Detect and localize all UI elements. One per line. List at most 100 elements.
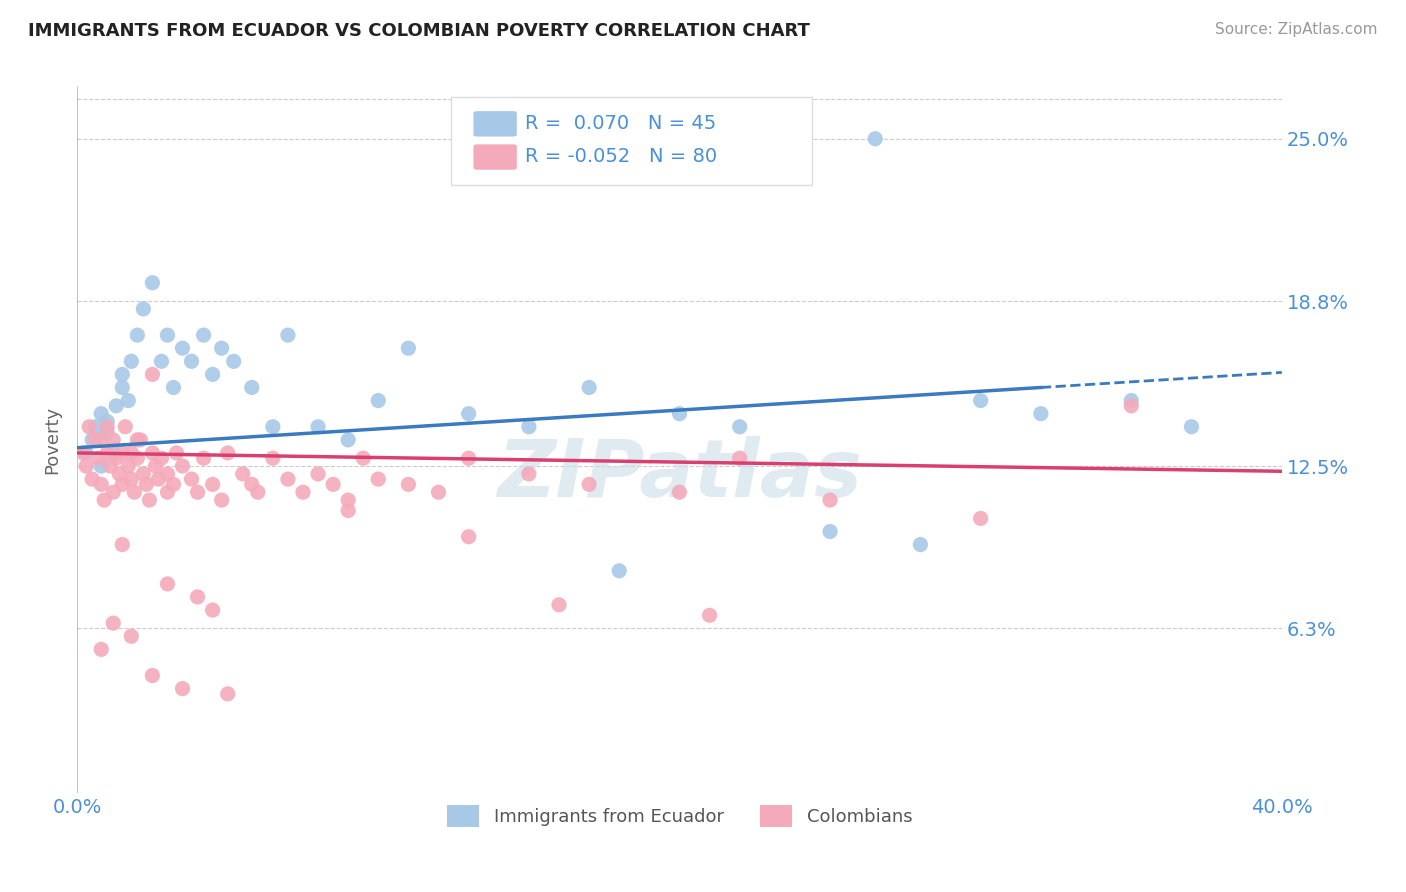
Text: R =  0.070   N = 45: R = 0.070 N = 45 <box>526 113 717 133</box>
Point <box>150 354 173 368</box>
Point <box>232 467 254 481</box>
Point <box>90 433 112 447</box>
Point <box>96 419 118 434</box>
Point <box>201 368 224 382</box>
Point <box>127 451 149 466</box>
Point <box>457 407 479 421</box>
Point <box>84 433 107 447</box>
Point <box>93 493 115 508</box>
Point <box>103 446 125 460</box>
Point <box>120 354 142 368</box>
Point <box>457 530 479 544</box>
Point <box>150 451 173 466</box>
Point <box>117 458 139 473</box>
Point <box>111 477 134 491</box>
Point <box>668 407 690 421</box>
Point <box>120 629 142 643</box>
Point <box>111 446 134 460</box>
Text: R = -0.052   N = 80: R = -0.052 N = 80 <box>526 147 717 166</box>
Point <box>172 341 194 355</box>
Point <box>103 433 125 447</box>
Point <box>98 458 121 473</box>
Point <box>240 380 263 394</box>
Point <box>517 419 540 434</box>
Point <box>367 472 389 486</box>
Point <box>120 446 142 460</box>
Point <box>277 328 299 343</box>
Point <box>156 485 179 500</box>
Point <box>578 380 600 394</box>
Point <box>103 616 125 631</box>
Point <box>135 477 157 491</box>
Point <box>172 681 194 696</box>
Point <box>90 477 112 491</box>
Point <box>396 477 419 491</box>
Point <box>75 446 97 460</box>
Point <box>969 511 991 525</box>
Point <box>72 446 94 460</box>
Point <box>246 485 269 500</box>
Point <box>103 485 125 500</box>
FancyBboxPatch shape <box>474 145 517 169</box>
Point <box>132 301 155 316</box>
Point <box>307 467 329 481</box>
Point <box>1121 393 1143 408</box>
Point <box>96 425 118 439</box>
Point <box>201 603 224 617</box>
Point <box>162 477 184 491</box>
Point <box>367 393 389 408</box>
Point <box>193 451 215 466</box>
Point <box>352 451 374 466</box>
Legend: Immigrants from Ecuador, Colombians: Immigrants from Ecuador, Colombians <box>440 797 920 834</box>
Point <box>337 503 360 517</box>
Point <box>124 485 146 500</box>
Point <box>457 451 479 466</box>
Point <box>75 458 97 473</box>
Point <box>180 472 202 486</box>
Point <box>129 433 152 447</box>
Point <box>187 590 209 604</box>
Point <box>728 419 751 434</box>
Point <box>1029 407 1052 421</box>
Point <box>517 467 540 481</box>
Point <box>240 477 263 491</box>
Point <box>105 399 128 413</box>
Point <box>166 446 188 460</box>
Point <box>111 380 134 394</box>
Point <box>396 341 419 355</box>
Point <box>90 458 112 473</box>
Point <box>156 577 179 591</box>
Point <box>132 467 155 481</box>
Point <box>699 608 721 623</box>
Point <box>910 538 932 552</box>
Point <box>148 472 170 486</box>
Point <box>82 433 104 447</box>
Point <box>187 485 209 500</box>
Point <box>277 472 299 486</box>
Point <box>141 276 163 290</box>
FancyBboxPatch shape <box>450 97 813 186</box>
Point <box>108 467 131 481</box>
Point <box>217 446 239 460</box>
Point <box>162 380 184 394</box>
Text: IMMIGRANTS FROM ECUADOR VS COLOMBIAN POVERTY CORRELATION CHART: IMMIGRANTS FROM ECUADOR VS COLOMBIAN POV… <box>28 22 810 40</box>
Point <box>863 132 886 146</box>
Point <box>90 642 112 657</box>
Point <box>668 485 690 500</box>
Point <box>180 354 202 368</box>
Point <box>111 538 134 552</box>
Point <box>337 433 360 447</box>
Text: Source: ZipAtlas.com: Source: ZipAtlas.com <box>1215 22 1378 37</box>
Point <box>145 458 167 473</box>
Point <box>291 485 314 500</box>
Point <box>322 477 344 491</box>
Point <box>87 451 110 466</box>
Point <box>141 668 163 682</box>
Point <box>114 419 136 434</box>
Point <box>262 419 284 434</box>
Point <box>120 472 142 486</box>
Point <box>156 467 179 481</box>
Point <box>77 419 100 434</box>
Point <box>262 451 284 466</box>
Point <box>337 493 360 508</box>
